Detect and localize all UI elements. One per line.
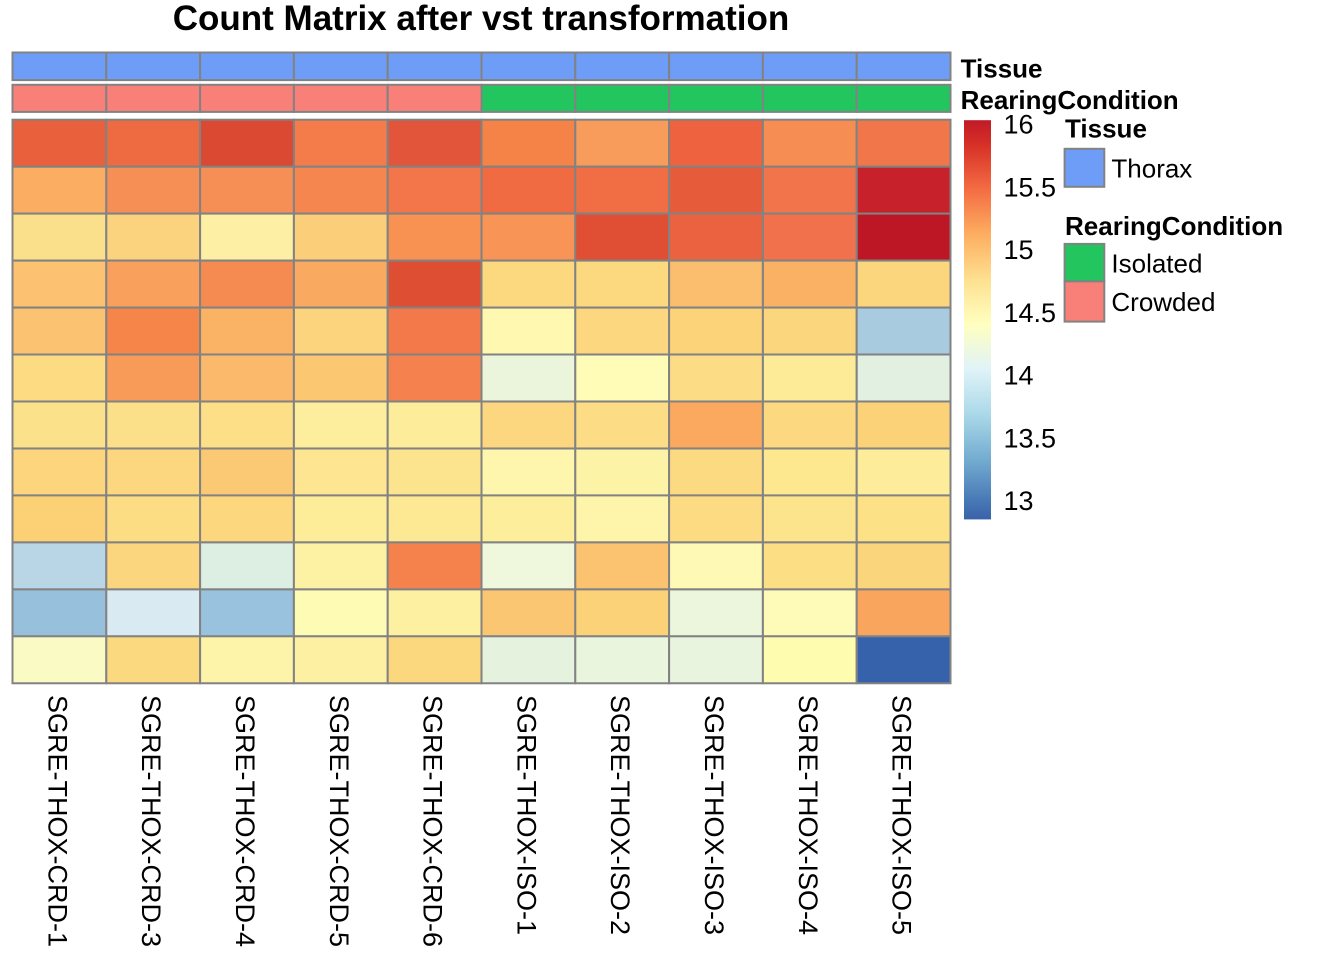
svg-text:16: 16 (1004, 110, 1034, 140)
svg-text:Count Matrix after vst transfo: Count Matrix after vst transformation (173, 0, 789, 38)
svg-text:SGRE-THOX-CRD-6: SGRE-THOX-CRD-6 (418, 695, 448, 947)
svg-text:SGRE-THOX-ISO-2: SGRE-THOX-ISO-2 (605, 695, 635, 935)
svg-text:Thorax: Thorax (1111, 154, 1192, 184)
svg-text:15: 15 (1004, 235, 1034, 265)
svg-text:13: 13 (1004, 486, 1034, 516)
svg-text:Isolated: Isolated (1111, 249, 1202, 279)
svg-text:14.5: 14.5 (1004, 298, 1057, 328)
svg-text:SGRE-THOX-ISO-3: SGRE-THOX-ISO-3 (699, 695, 729, 935)
svg-text:RearingCondition: RearingCondition (1065, 211, 1283, 241)
svg-text:SGRE-THOX-ISO-4: SGRE-THOX-ISO-4 (793, 695, 823, 935)
svg-text:15.5: 15.5 (1004, 172, 1057, 202)
svg-text:Crowded: Crowded (1111, 287, 1215, 317)
svg-text:SGRE-THOX-CRD-5: SGRE-THOX-CRD-5 (324, 695, 354, 947)
svg-text:SGRE-THOX-ISO-1: SGRE-THOX-ISO-1 (511, 695, 541, 935)
svg-text:SGRE-THOX-CRD-3: SGRE-THOX-CRD-3 (136, 695, 166, 947)
svg-text:Tissue: Tissue (961, 54, 1043, 84)
svg-text:13.5: 13.5 (1004, 423, 1057, 453)
svg-text:SGRE-THOX-ISO-5: SGRE-THOX-ISO-5 (887, 695, 917, 935)
svg-text:Tissue: Tissue (1065, 114, 1147, 144)
svg-text:14: 14 (1004, 361, 1034, 391)
svg-text:RearingCondition: RearingCondition (961, 85, 1179, 115)
svg-text:SGRE-THOX-CRD-1: SGRE-THOX-CRD-1 (42, 695, 72, 947)
svg-text:SGRE-THOX-CRD-4: SGRE-THOX-CRD-4 (230, 695, 260, 947)
